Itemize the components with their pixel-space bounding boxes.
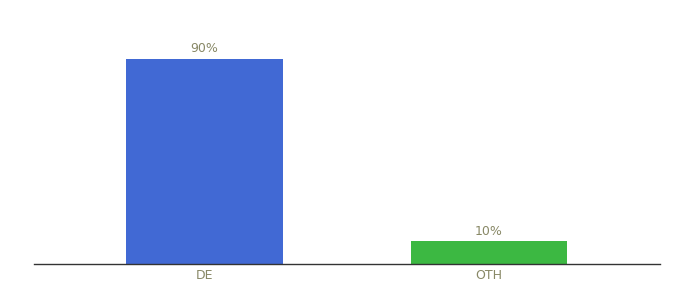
Text: 10%: 10% xyxy=(475,225,503,238)
Bar xyxy=(411,241,567,264)
Bar xyxy=(126,59,283,264)
Text: 90%: 90% xyxy=(190,42,218,56)
